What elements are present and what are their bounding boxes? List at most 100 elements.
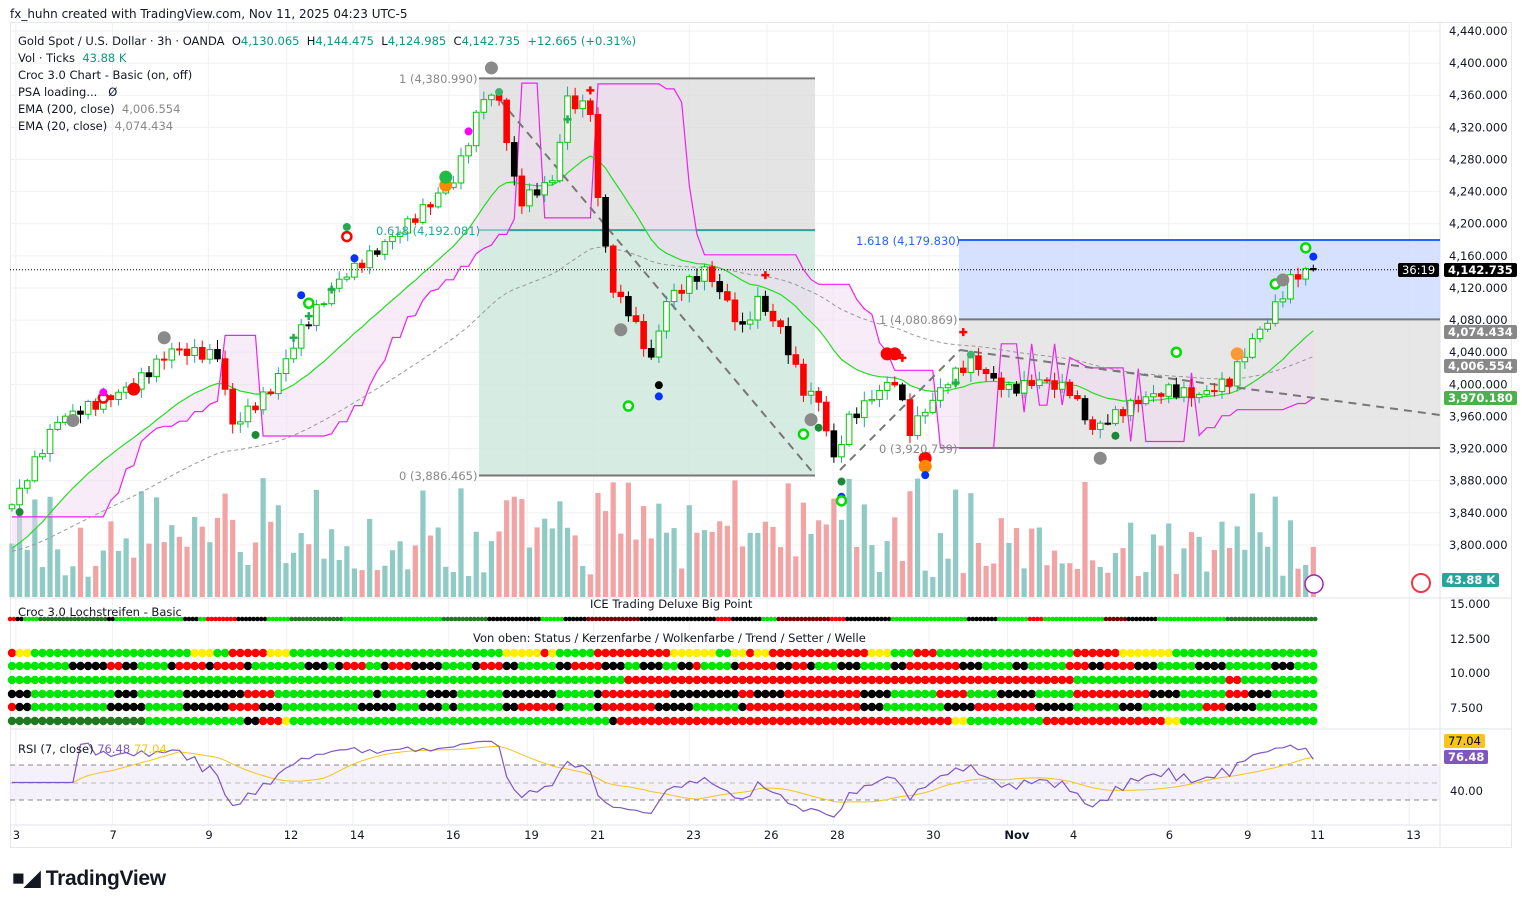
indicator-dot: [80, 616, 85, 622]
candle: [587, 98, 594, 122]
volume-bar: [618, 533, 624, 597]
indicator-dot: [1278, 648, 1288, 658]
indicator-dot: [411, 661, 420, 671]
indicator-dot: [1027, 675, 1036, 685]
candle-body: [998, 377, 1005, 390]
last-price-tag: 4,142.735: [1444, 263, 1517, 277]
ema200-legend[interactable]: EMA (200, close) 4,006.554: [18, 101, 180, 118]
candle: [252, 402, 259, 414]
indicator-dot: [91, 689, 100, 699]
symbol-legend[interactable]: Gold Spot / U.S. Dollar · 3h · OANDA O4,…: [18, 33, 636, 50]
croc-legend[interactable]: Croc 3.0 Chart - Basic (on, off): [18, 67, 192, 84]
time-axis-tick: 12: [284, 828, 299, 842]
indicator-dot: [1309, 689, 1318, 699]
rsi-legend[interactable]: RSI (7, close) 76.48 77.04: [18, 742, 167, 756]
indicator-dot: [692, 616, 698, 622]
indicator-dot: [1046, 616, 1052, 622]
indicator-dot: [1103, 648, 1113, 658]
candle-body: [640, 320, 647, 350]
indicator-dot: [357, 675, 367, 685]
volume-bar: [587, 574, 593, 597]
indicator-dot: [1103, 675, 1113, 685]
ema20-legend[interactable]: EMA (20, close) 4,074.434: [18, 118, 173, 135]
indicator-dot: [597, 616, 603, 622]
candle-body: [609, 245, 617, 293]
indicator-dot: [1248, 675, 1257, 685]
indicator-dot: [1012, 661, 1021, 671]
indicator-dot: [182, 661, 192, 671]
volume-legend[interactable]: Vol · Ticks 43.88 K: [18, 50, 126, 67]
indicator-dot: [559, 616, 565, 622]
indicator-dot: [966, 702, 976, 712]
volume-bar: [945, 558, 951, 597]
time-axis-tick: 4: [1070, 828, 1077, 842]
indicator-dot: [647, 675, 656, 685]
indicator-dot: [205, 675, 215, 685]
indicator-dot: [1073, 616, 1078, 622]
indicator-dot: [1255, 689, 1265, 699]
indicator-dot: [685, 702, 694, 712]
volume-value: 43.88 K: [82, 51, 127, 65]
indicator-dot: [140, 616, 146, 622]
indicator-dot: [335, 716, 344, 726]
indicator-dot: [38, 661, 47, 671]
indicator-dot: [190, 689, 199, 699]
indicator-dot: [1175, 616, 1181, 622]
indicator-dot: [1065, 661, 1074, 671]
indicator-dot: [411, 689, 420, 699]
volume-bar: [55, 549, 61, 597]
candle-body: [297, 324, 305, 349]
candle-body: [914, 415, 921, 437]
psa-legend[interactable]: PSA loading... Ø: [18, 84, 117, 101]
volume-tag: 43.88 K: [1442, 573, 1500, 587]
indicator-dot: [612, 616, 618, 622]
candle: [1241, 348, 1249, 369]
indicator-dot: [83, 648, 93, 658]
indicator-dot: [1080, 689, 1090, 699]
indicator-dot: [1118, 689, 1128, 699]
trendline-resistance: [959, 349, 1441, 416]
indicator-dot: [148, 616, 154, 622]
indicator-dot: [1240, 661, 1250, 671]
indicator-dot: [319, 716, 329, 726]
indicator-dot: [1202, 689, 1211, 699]
indicator-dot: [1038, 616, 1044, 622]
indicator-dot: [1168, 616, 1173, 622]
indicator-dot: [194, 616, 199, 622]
candle-body: [754, 295, 762, 321]
indicator-dot: [814, 702, 823, 712]
indicator-dot: [1309, 661, 1318, 671]
signal-dot-icon: [888, 347, 902, 361]
indicator-dot: [327, 716, 336, 726]
volume-bar: [359, 570, 365, 597]
indicator-dot: [1096, 702, 1105, 712]
candle-body: [937, 387, 944, 401]
indicator-dot: [129, 661, 138, 671]
volume-bar: [785, 483, 791, 597]
volume-bar: [123, 538, 129, 597]
price-axis-tick: 3,960.000: [1449, 409, 1508, 423]
volume-bar: [557, 501, 563, 597]
indicator-dot: [213, 616, 218, 622]
indicator-dot: [943, 702, 953, 712]
indicator-dot: [521, 616, 527, 622]
indicator-dot: [236, 689, 245, 699]
indicator-dot: [266, 616, 272, 622]
indicator-dot: [806, 648, 816, 658]
indicator-dot: [251, 716, 260, 726]
candle: [198, 340, 206, 364]
indicator-dot: [555, 689, 565, 699]
indicator-dot: [220, 661, 230, 671]
volume-bar: [610, 482, 616, 597]
candle-body: [716, 281, 724, 293]
indicator-dot: [1035, 689, 1044, 699]
indicator-dot: [898, 716, 907, 726]
indicator-dot: [1309, 616, 1314, 622]
indicator-dot: [137, 689, 146, 699]
indicator-dot: [106, 661, 116, 671]
tradingview-logo[interactable]: ■◢ TradingView: [12, 866, 166, 891]
time-axis-tick: 16: [446, 828, 461, 842]
candle: [1180, 381, 1188, 403]
indicator-dot: [494, 689, 504, 699]
